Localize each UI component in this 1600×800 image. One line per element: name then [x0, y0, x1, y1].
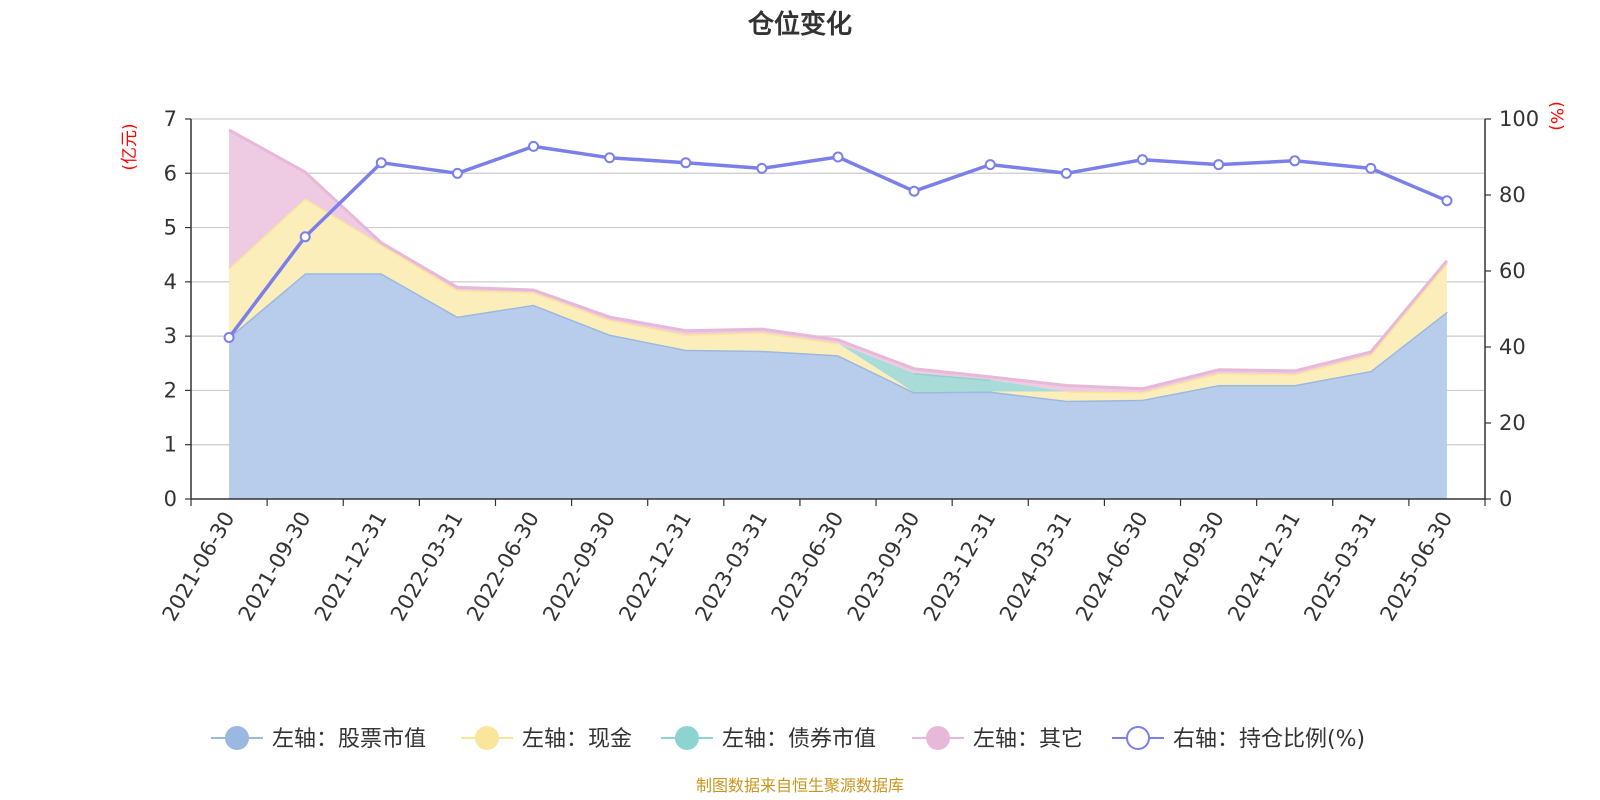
source-note: 制图数据来自恒生聚源数据库: [696, 776, 904, 795]
x-tick-label: 2022-09-30: [538, 508, 620, 626]
legend-item-3[interactable]: 左轴：债券市值: [661, 726, 876, 752]
legend-item-5[interactable]: 右轴：持仓比例(%): [1112, 726, 1365, 752]
holding-ratio-point: [1441, 195, 1453, 207]
x-tick-label: 2022-03-31: [386, 507, 468, 625]
right-tick-label: 80: [1499, 183, 1526, 207]
x-tick-label: 2023-09-30: [843, 508, 925, 626]
chart-title: 仓位变化: [747, 9, 852, 40]
legend-marker: [926, 726, 950, 750]
holding-ratio-point: [1289, 155, 1301, 167]
holding-ratio-point: [375, 157, 387, 169]
left-tick-label: 6: [164, 161, 177, 185]
left-tick-label: 3: [164, 324, 177, 348]
legend-marker: [475, 726, 499, 750]
right-tick-label: 60: [1499, 259, 1526, 283]
legend-marker: [675, 726, 699, 750]
x-tick-label: 2024-09-30: [1147, 508, 1229, 626]
holding-ratio-point: [1365, 162, 1377, 174]
holding-ratio-point: [984, 159, 996, 171]
x-tick-label: 2022-06-30: [462, 508, 544, 626]
legend-item-2[interactable]: 左轴：现金: [461, 726, 632, 752]
area-2: [229, 198, 1447, 401]
holding-ratio-point: [756, 162, 768, 174]
left-tick-label: 4: [164, 270, 177, 294]
right-tick-label: 100: [1499, 107, 1539, 131]
x-tick-label: 2022-12-31: [614, 508, 696, 626]
x-tick-label: 2024-12-31: [1223, 508, 1305, 626]
area-top-line-4: [228, 128, 1449, 391]
holding-ratio-point: [832, 151, 844, 163]
x-tick-label: 2021-12-31: [310, 508, 392, 626]
holding-ratio-point: [1060, 167, 1072, 179]
right-axis-unit: (%): [1546, 101, 1566, 130]
holding-ratio-point: [604, 152, 616, 164]
x-tick-label: 2023-03-31: [690, 508, 772, 626]
x-tick-label: 2025-03-31: [1299, 508, 1381, 626]
legend-label: 左轴：债券市值: [722, 727, 876, 752]
x-tick-label: 2024-06-30: [1071, 508, 1153, 626]
legend-label: 右轴：持仓比例(%): [1173, 727, 1365, 752]
legend: 左轴：股票市值 左轴：现金 左轴：债券市值 左轴：其它 右轴：持仓比例(%): [211, 726, 1365, 752]
x-tick-label: 2021-06-30: [158, 508, 240, 626]
holding-ratio-point: [299, 231, 311, 243]
holding-ratio-point: [680, 157, 692, 169]
x-tick-label: 2023-06-30: [767, 508, 849, 626]
x-tick-label: 2023-12-31: [919, 508, 1001, 626]
holding-ratio-point: [1136, 154, 1148, 166]
legend-label: 左轴：其它: [973, 727, 1083, 752]
left-axis-unit: (亿元): [120, 123, 140, 170]
holding-ratio-point: [528, 140, 540, 152]
holding-ratio-point: [1213, 159, 1225, 171]
left-tick-label: 5: [164, 216, 177, 240]
right-tick-label: 40: [1499, 335, 1526, 359]
holding-ratio-point: [908, 185, 920, 197]
holding-ratio-point: [451, 167, 463, 179]
left-tick-label: 7: [164, 107, 177, 131]
right-tick-label: 20: [1499, 411, 1526, 435]
legend-item-4[interactable]: 左轴：其它: [912, 726, 1083, 752]
stacked-areas: [228, 128, 1449, 499]
legend-marker: [1126, 726, 1150, 750]
x-tick-label: 2024-03-31: [995, 508, 1077, 626]
legend-label: 左轴：现金: [522, 727, 632, 752]
legend-item-1[interactable]: 左轴：股票市值: [211, 726, 426, 752]
right-tick-label: 0: [1499, 487, 1512, 511]
area-1: [229, 273, 1447, 499]
legend-label: 左轴：股票市值: [272, 727, 426, 752]
holding-ratio-point: [223, 332, 235, 343]
left-tick-label: 1: [164, 433, 177, 457]
holding-ratio-line: [223, 140, 1453, 343]
legend-marker: [225, 726, 249, 750]
area-4: [229, 129, 1447, 393]
left-tick-label: 0: [164, 487, 177, 511]
x-tick-label: 2025-06-30: [1375, 508, 1457, 626]
left-tick-label: 2: [164, 378, 177, 402]
x-tick-label: 2021-09-30: [234, 508, 316, 626]
